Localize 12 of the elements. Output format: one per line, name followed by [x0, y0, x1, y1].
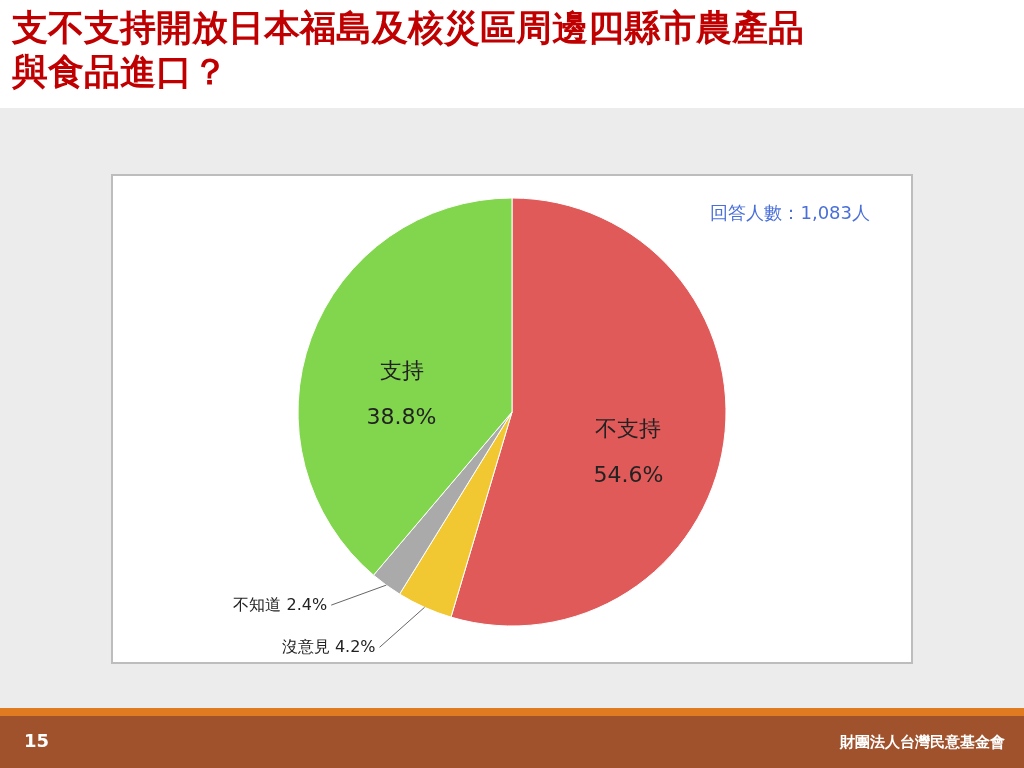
text: 15 [24, 730, 50, 751]
data-label: 4.2% [334, 637, 376, 657]
data-label: 38.8% [366, 404, 437, 430]
slice-label: 不支持 [595, 415, 662, 441]
data-label: 54.6% [593, 461, 664, 487]
text: 財團法人台灣民意基金會 [839, 733, 1005, 751]
text: 回答人數：1,083人 [710, 202, 870, 223]
slice-label: 沒意見 [281, 637, 330, 657]
slice-label: 不知道 [233, 595, 282, 615]
chart-title: 支不支持開放日本福島及核災區周邊四縣市農產品與食品進口？ [11, 7, 804, 92]
slice-label: 支持 [379, 358, 424, 384]
data-label: 2.4% [286, 595, 328, 615]
